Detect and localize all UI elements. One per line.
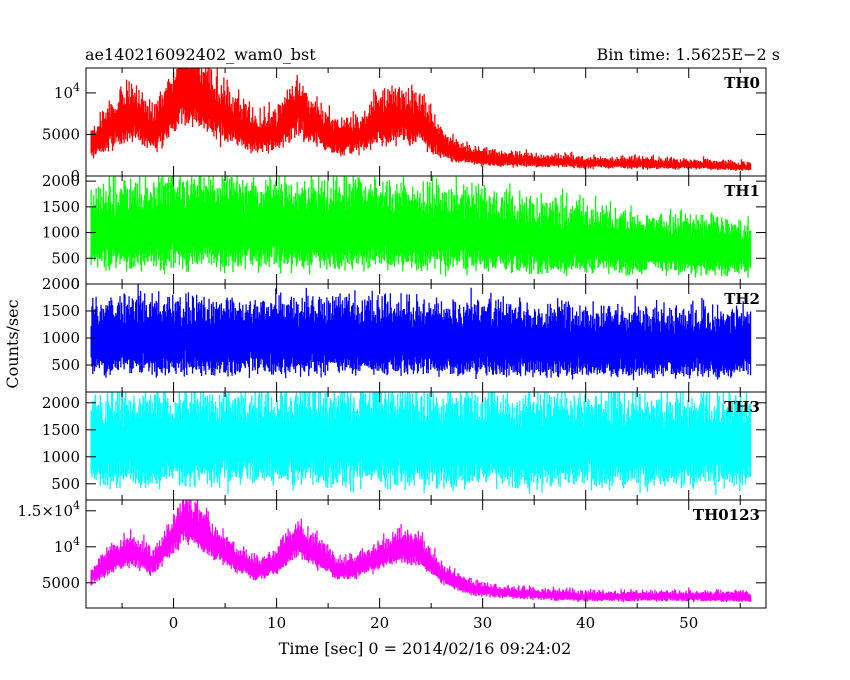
y-axis-label: Counts/sec bbox=[3, 299, 22, 388]
y-tick-label: 1500 bbox=[42, 421, 80, 439]
y-tick-label: 1000 bbox=[42, 448, 80, 466]
y-tick-label: 1000 bbox=[42, 224, 80, 242]
chart-title: ae140216092402_wam0_bst bbox=[85, 45, 316, 64]
y-tick-label: 1.5×104 bbox=[17, 499, 80, 520]
y-tick-label: 104 bbox=[54, 81, 80, 102]
x-tick-label: 40 bbox=[576, 614, 595, 632]
y-tick-label: 0 bbox=[70, 275, 80, 293]
y-tick-label: 2000 bbox=[42, 275, 80, 293]
x-tick-label: 30 bbox=[473, 614, 492, 632]
x-tick-label: 20 bbox=[370, 614, 389, 632]
y-tick-label: 0 bbox=[70, 167, 80, 185]
y-tick-label: 2000 bbox=[42, 172, 80, 190]
x-tick-label: 10 bbox=[267, 614, 286, 632]
x-tick-label: 0 bbox=[169, 614, 179, 632]
x-tick-label: 50 bbox=[679, 614, 698, 632]
y-tick-label: 1500 bbox=[42, 302, 80, 320]
panel-label: TH3 bbox=[724, 398, 760, 416]
y-tick-label: 1500 bbox=[42, 198, 80, 216]
panel-label: TH0123 bbox=[693, 506, 760, 524]
series-th0 bbox=[90, 68, 752, 171]
series-th1 bbox=[90, 176, 752, 278]
series-th2 bbox=[90, 284, 752, 381]
panel-th1: 0 500 1000 1500 2000 TH1 bbox=[42, 172, 767, 293]
panel-frame bbox=[85, 499, 767, 609]
y-tick-label: 500 bbox=[51, 249, 80, 267]
bin-time-label: Bin time: 1.5625E−2 s bbox=[597, 45, 780, 64]
y-tick-label: 2000 bbox=[42, 394, 80, 412]
y-tick-label: 500 bbox=[51, 475, 80, 493]
x-axis-label: Time [sec] 0 = 2014/02/16 09:24:02 bbox=[279, 639, 572, 658]
panel-label: TH2 bbox=[724, 290, 760, 308]
y-tick-label: 1000 bbox=[42, 329, 80, 347]
y-tick-label: 5000 bbox=[42, 125, 80, 143]
panel-th0123: 5000 104 1.5×104 TH0123 bbox=[17, 499, 767, 609]
y-tick-label: 5000 bbox=[42, 574, 80, 592]
y-tick-label: 500 bbox=[51, 356, 80, 374]
series-th3 bbox=[90, 392, 752, 495]
panel-th2: 500 1000 1500 2000 TH2 bbox=[42, 275, 767, 393]
panel-th3: 500 1000 1500 2000 TH3 bbox=[42, 391, 767, 501]
panel-label: TH1 bbox=[724, 182, 760, 200]
y-tick-label: 104 bbox=[54, 535, 80, 556]
series-th0123 bbox=[90, 500, 752, 603]
panel-label: TH0 bbox=[724, 74, 760, 92]
